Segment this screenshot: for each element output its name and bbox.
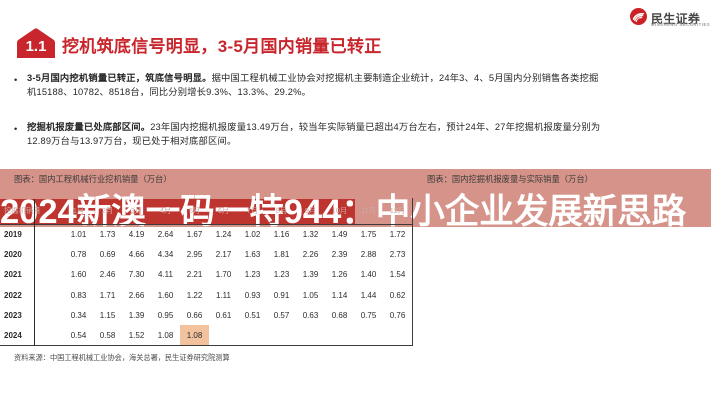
svg-text:1.1: 1.1 bbox=[26, 38, 47, 55]
